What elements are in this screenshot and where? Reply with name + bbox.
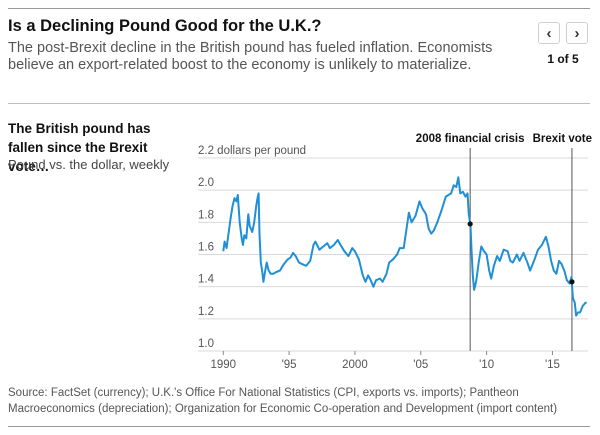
chart-subtitle: Pound vs. the dollar, weekly xyxy=(8,157,170,172)
section-rule xyxy=(8,103,590,104)
x-tick-label: '95 xyxy=(282,359,297,371)
pound-dollar-line xyxy=(222,176,587,317)
pound-dollar-chart: 1.0 1.2 1.4 1.6 1.8 2.0 2.2 dollars per pound 1… xyxy=(198,133,592,371)
dek: The post-Brexit decline in the British p… xyxy=(8,40,493,73)
y-tick-label: 1.8 xyxy=(198,209,214,221)
next-slide-button[interactable]: › xyxy=(566,22,588,44)
y-tick-label: 2.2 dollars per pound xyxy=(198,145,306,157)
chevron-right-icon: › xyxy=(574,24,580,42)
y-tick-label: 1.0 xyxy=(198,338,214,350)
bottom-rule xyxy=(8,426,590,427)
y-tick-label: 1.2 xyxy=(198,306,214,318)
chart-title: The British pound has fallen since the B… xyxy=(8,121,151,174)
y-tick-label: 1.4 xyxy=(198,274,215,286)
chevron-left-icon: ‹ xyxy=(546,24,552,42)
x-tick-label: '10 xyxy=(479,359,494,371)
annotation-label: Brexit vote xyxy=(533,133,592,145)
headline: Is a Declining Pound Good for the U.K.? xyxy=(8,17,322,35)
slide-counter: 1 of 5 xyxy=(547,52,579,66)
x-tick-label: '15 xyxy=(545,359,560,371)
x-tick-label: 1990 xyxy=(210,359,236,371)
prev-slide-button[interactable]: ‹ xyxy=(538,22,560,44)
source-note: Source: FactSet (currency); U.K.'s Offic… xyxy=(8,387,558,415)
y-tick-label: 2.0 xyxy=(198,177,214,189)
annotation-dot xyxy=(569,279,575,285)
x-tick-label: '05 xyxy=(413,359,428,371)
annotation-dot xyxy=(467,221,473,227)
top-rule xyxy=(8,8,590,9)
annotation-label: 2008 financial crisis xyxy=(416,133,525,145)
y-tick-label: 1.6 xyxy=(198,242,214,254)
x-tick-label: 2000 xyxy=(342,359,368,371)
pager: ‹ › 1 of 5 xyxy=(538,22,588,66)
